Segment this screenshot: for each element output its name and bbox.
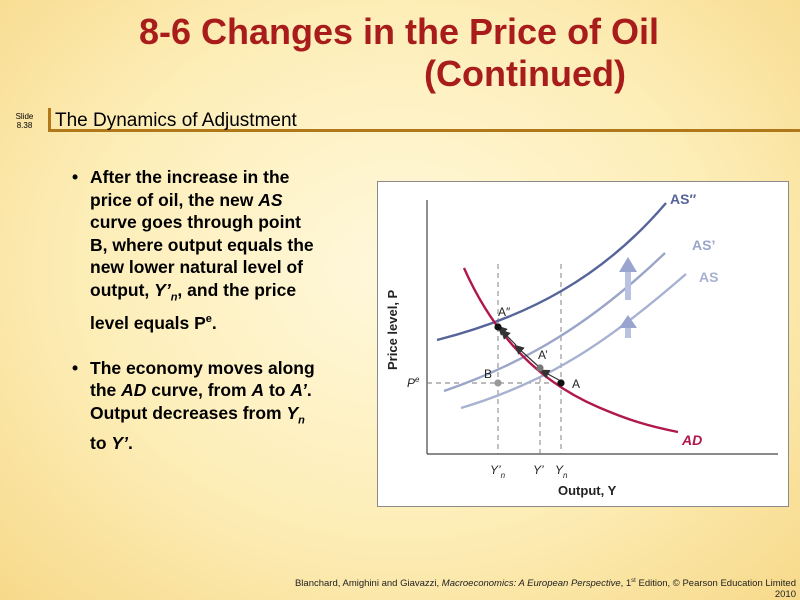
bullet-dot-icon: •: [72, 167, 79, 187]
diagram-frame: AS″ AS’ AS AD A″ A’ A B Pe Y’n Y’ Yn Out…: [377, 181, 789, 507]
subtitle-bar: [48, 108, 800, 132]
point-a-label: A: [572, 377, 580, 391]
bullet-segment: A’: [290, 380, 307, 401]
bullet-segment: AS: [258, 189, 283, 210]
bullet-segment: n: [298, 414, 305, 427]
bullet-dot-icon: •: [72, 357, 79, 378]
as2-label: AS″: [670, 191, 696, 207]
bullet-segment: Y’: [154, 279, 171, 300]
footer-book-title: Macroeconomics: A European Perspective: [441, 578, 621, 590]
bullet-segment: curve, from: [146, 380, 252, 401]
title-line-2: (Continued): [424, 53, 626, 94]
point-b-dot: [494, 379, 502, 387]
section-subtitle: The Dynamics of Adjustment: [55, 110, 297, 131]
movement-arrow-2: [514, 344, 539, 367]
point-a-dot: [557, 379, 565, 387]
tick-yn: Yn: [555, 463, 568, 480]
x-axis-title: Output, Y: [558, 483, 617, 498]
ad-label: AD: [681, 432, 702, 448]
as-prime-curve: [443, 252, 666, 393]
footer-authors: Blanchard, Amighini and Giavazzi,: [294, 578, 442, 590]
footer-edition-sup: st: [631, 578, 636, 584]
bullet-segment: , and the price level equals P: [90, 279, 297, 334]
tick-y-prime: Y’: [533, 463, 544, 477]
slide-number: Slide 8.38: [6, 112, 43, 132]
as1-label: AS’: [692, 237, 715, 253]
y-axis-title: Price level, P: [385, 289, 400, 370]
bullet-segment: After the increase in the price of oil, …: [90, 167, 290, 210]
bullet-item-2: • The economy moves along the AD curve, …: [72, 357, 322, 455]
movement-arrow-4: [497, 325, 508, 336]
footer-rest: Edition, © Pearson Education Limited 201…: [635, 578, 796, 600]
movement-arrow-1: [539, 369, 560, 381]
as-ad-diagram: AS″ AS’ AS AD A″ A’ A B Pe Y’n Y’ Yn Out…: [385, 191, 778, 498]
bullet-segment: .: [211, 313, 217, 334]
shift-arrow-large-icon: [619, 257, 637, 300]
point-a1-dot: [536, 364, 544, 372]
bullet-segment: n: [170, 291, 178, 303]
point-a2-dot: [494, 323, 502, 331]
bullet-segment: . Output decreases from: [90, 380, 312, 423]
tick-yn-prime: Y’n: [490, 463, 506, 480]
title-line-1: 8-6 Changes in the Price of Oil: [138, 11, 660, 52]
bullet-segment: to: [90, 432, 112, 453]
bullet-segment: to: [264, 380, 291, 401]
bullet-segment: The economy moves along the: [90, 357, 315, 401]
bullet-segment: curve goes through point B, where output…: [90, 212, 314, 300]
point-b-label: B: [484, 367, 492, 381]
copyright-footer: Blanchard, Amighini and Giavazzi, Macroe…: [292, 578, 796, 600]
as0-label: AS: [699, 269, 718, 285]
slide-title: 8-6 Changes in the Price of Oil (Continu…: [0, 12, 800, 94]
bullet-segment: A: [251, 380, 265, 401]
slide-number-label: Slide: [15, 112, 34, 121]
pe-label: Pe: [407, 375, 420, 390]
bullet-segment: .: [127, 432, 133, 453]
as-curve: [460, 273, 687, 410]
as-double-prime-curve: [436, 202, 667, 342]
bullet-text-1: After the increase in the price of oil, …: [90, 167, 314, 333]
bullet-segment: Y: [286, 402, 299, 423]
bullet-text-2: The economy moves along the AD curve, fr…: [90, 358, 315, 453]
ad-curve: [462, 267, 679, 434]
bullet-segment: Y’: [111, 432, 128, 453]
bullet-item-1: • After the increase in the price of oil…: [72, 166, 322, 335]
slide-number-value: 8.38: [16, 121, 33, 130]
bullet-list: • After the increase in the price of oil…: [72, 166, 322, 476]
bullet-segment: e: [205, 313, 212, 326]
point-a2-label: A″: [498, 305, 511, 319]
point-a1-label: A’: [538, 348, 548, 362]
footer-edition: , 1: [620, 578, 632, 590]
shift-arrow-small-icon: [619, 315, 637, 338]
bullet-segment: AD: [121, 380, 147, 401]
